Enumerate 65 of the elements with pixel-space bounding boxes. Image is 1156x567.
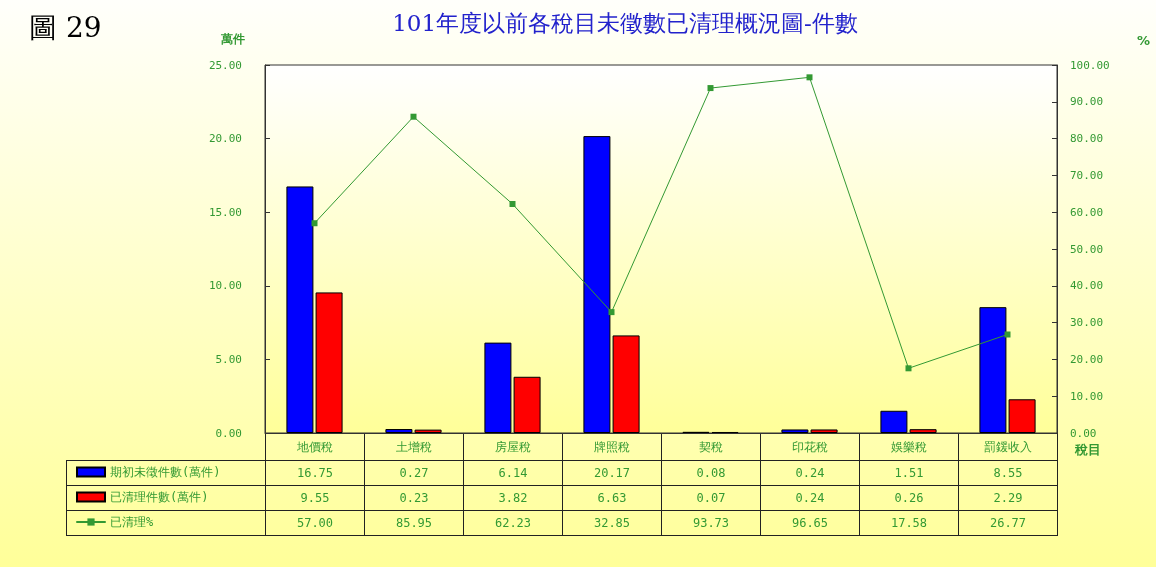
data-label: 62.23 <box>463 510 563 536</box>
legend-label: 期初未徵件數(萬件) <box>110 465 221 479</box>
data-label: 0.08 <box>661 460 761 486</box>
y2-tick-label: 80.00 <box>1070 132 1104 146</box>
data-label: 9.55 <box>265 485 365 511</box>
y-tick-label: 0.00 <box>215 426 242 440</box>
legend-label: 已清理件數(萬件) <box>110 490 209 504</box>
x-tick-label: 土增稅 <box>395 440 432 454</box>
y-tick-label: 25.00 <box>208 58 242 72</box>
y2-tick-label: 50.00 <box>1070 242 1104 256</box>
point <box>707 85 714 92</box>
x-axis-title: 稅目 <box>1074 442 1101 457</box>
data-label: 0.07 <box>661 485 761 511</box>
data-label: 1.51 <box>859 460 959 486</box>
x-tick-label: 地價稅 <box>295 440 333 454</box>
data-label: 0.27 <box>364 460 464 486</box>
point <box>509 200 516 207</box>
y2-tick-label: 60.00 <box>1070 205 1104 219</box>
data-label: 0.24 <box>760 460 860 486</box>
y-tick-label: 20.00 <box>208 132 242 146</box>
y2-tick-label: 0.00 <box>1070 426 1097 440</box>
y2-axis-title: % <box>1137 33 1151 48</box>
data-label: 57.00 <box>265 510 365 536</box>
data-label: 0.23 <box>364 485 464 511</box>
y2-tick-label: 90.00 <box>1070 95 1104 109</box>
data-label: 0.24 <box>760 485 860 511</box>
y2-tick-label: 70.00 <box>1070 168 1104 182</box>
data-label: 96.65 <box>760 510 860 536</box>
x-tick-label: 娛樂稅 <box>890 440 927 454</box>
legend-label: 已清理% <box>110 515 154 529</box>
y2-tick-label: 40.00 <box>1070 279 1104 293</box>
data-label: 17.58 <box>859 510 959 536</box>
y-tick-label: 15.00 <box>208 205 242 219</box>
data-label: 6.63 <box>562 485 662 511</box>
data-label: 0.26 <box>859 485 959 511</box>
point <box>1004 331 1011 338</box>
y-axis-title: 萬件 <box>220 32 245 46</box>
chart-title: 101年度以前各稅目未徵數已清理概況圖-件數 <box>392 9 858 36</box>
point <box>608 309 615 316</box>
data-label: 16.75 <box>265 460 365 486</box>
y2-tick-label: 10.00 <box>1070 389 1104 403</box>
data-label: 32.85 <box>562 510 662 536</box>
x-tick-label: 印花稅 <box>791 440 828 454</box>
y2-tick-label: 30.00 <box>1070 316 1104 330</box>
data-label: 6.14 <box>463 460 563 486</box>
point <box>410 113 417 120</box>
data-label: 85.95 <box>364 510 464 536</box>
data-label: 26.77 <box>958 510 1058 536</box>
x-tick-label: 契稅 <box>698 440 723 454</box>
y2-tick-label: 100.00 <box>1070 58 1110 72</box>
x-tick-label: 牌照稅 <box>593 440 630 454</box>
data-label: 3.82 <box>463 485 563 511</box>
y-tick-label: 5.00 <box>215 352 242 366</box>
y-tick-label: 10.00 <box>208 279 242 293</box>
x-tick-label: 罰鍰收入 <box>983 440 1032 454</box>
x-tick-label: 房屋稅 <box>494 440 531 454</box>
data-label: 8.55 <box>958 460 1058 486</box>
data-label: 2.29 <box>958 485 1058 511</box>
caption: 圖 29 <box>29 10 102 44</box>
y2-tick-label: 20.00 <box>1070 352 1104 366</box>
point <box>905 365 912 372</box>
data-label: 20.17 <box>562 460 662 486</box>
data-label: 93.73 <box>661 510 761 536</box>
point <box>806 74 813 81</box>
point <box>311 220 318 227</box>
